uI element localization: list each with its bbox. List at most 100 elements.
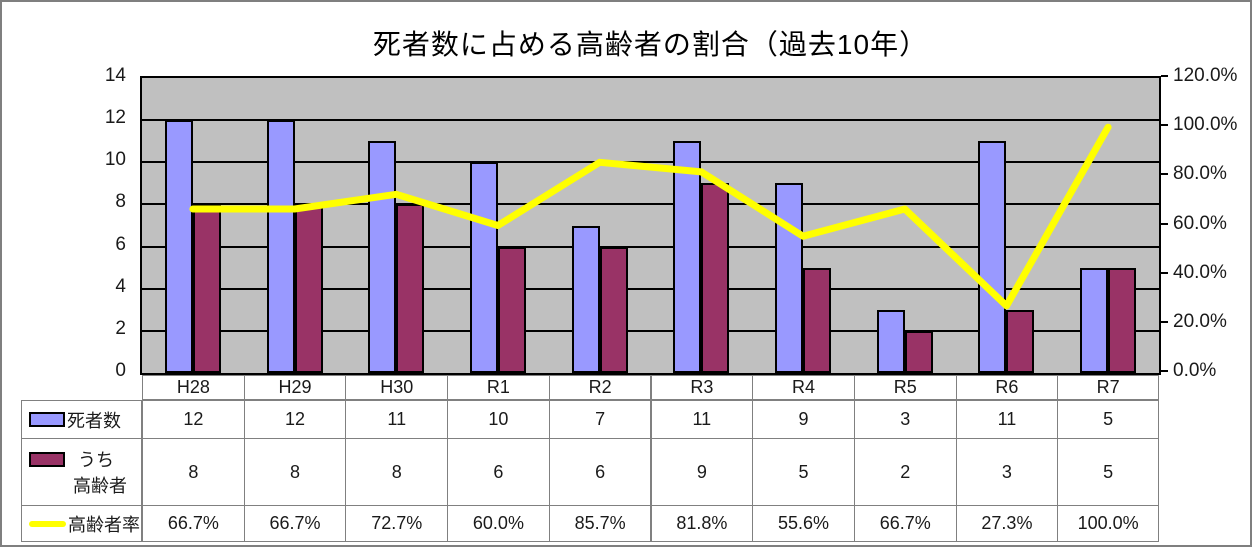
right-axis-tick-mark <box>1161 222 1168 225</box>
table-cell: 5 <box>1057 438 1159 506</box>
left-axis-tick-label: 2 <box>115 317 126 339</box>
category-label: R1 <box>447 375 550 400</box>
bar-elderly <box>294 204 323 373</box>
bar-deaths <box>266 120 295 373</box>
table-cell: 2 <box>853 438 957 506</box>
table-row-label: 死者数 <box>21 400 142 439</box>
bar-deaths <box>368 141 397 373</box>
table-cell: 85.7% <box>548 505 652 542</box>
left-axis-tick-label: 14 <box>104 65 126 86</box>
category-label: R5 <box>853 375 957 400</box>
right-axis-tick-label: 80.0% <box>1173 163 1227 185</box>
table-cell: 66.7% <box>853 505 957 542</box>
category-label: H28 <box>142 375 245 400</box>
bar-deaths <box>775 183 804 373</box>
bar-deaths <box>978 141 1007 373</box>
table-row-label-text: 高齢者 <box>73 476 127 496</box>
left-axis-tick-label: 8 <box>115 191 126 213</box>
category-label: H30 <box>345 375 449 400</box>
legend-key-line: 死者数 <box>29 407 121 433</box>
category-label: R2 <box>548 375 652 400</box>
bar-elderly <box>701 183 730 373</box>
category-label: H29 <box>243 375 347 400</box>
bar-deaths <box>164 120 193 373</box>
bar-elderly <box>1108 267 1137 373</box>
table-row-label-text: 高齢者率 <box>68 514 140 535</box>
table-cell: 100.0% <box>1057 505 1159 542</box>
table-cell: 5 <box>752 438 855 506</box>
table-cell: 27.3% <box>955 505 1059 542</box>
table-cell: 6 <box>548 438 652 506</box>
bar-elderly <box>904 330 933 373</box>
right-axis-tick-label: 120.0% <box>1173 65 1238 86</box>
legend-key-line: うち <box>29 446 114 472</box>
category-label: R7 <box>1057 375 1159 400</box>
table-cell: 6 <box>447 438 550 506</box>
table-cell: 66.7% <box>142 505 245 542</box>
elderly-rate-line <box>189 123 1112 310</box>
category-label: R3 <box>650 375 754 400</box>
bar-elderly <box>497 246 526 373</box>
right-axis-tick-mark <box>1161 124 1168 127</box>
table-cell: 66.7% <box>243 505 347 542</box>
legend-swatch-elderly <box>29 451 65 467</box>
bar-deaths <box>571 225 600 373</box>
bar-deaths <box>876 309 905 373</box>
gridline <box>142 329 1159 332</box>
table-cell: 9 <box>650 438 754 506</box>
gridline <box>142 161 1159 164</box>
legend-key-line: 高齢者率 <box>29 511 140 537</box>
right-axis-tick-mark <box>1161 320 1168 323</box>
table-cell: 11 <box>345 400 449 439</box>
bar-deaths <box>469 162 498 373</box>
category-label: R6 <box>955 375 1059 400</box>
category-label: R4 <box>752 375 855 400</box>
left-axis-tick-label: 0 <box>115 360 126 381</box>
table-cell: 10 <box>447 400 550 439</box>
right-axis-tick-label: 40.0% <box>1173 261 1227 283</box>
plot-area <box>140 76 1161 375</box>
table-cell: 72.7% <box>345 505 449 542</box>
table-cell: 7 <box>548 400 652 439</box>
chart-title: 死者数に占める高齢者の割合（過去10年） <box>372 29 929 60</box>
bar-elderly <box>599 246 628 373</box>
right-axis-tick-label: 100.0% <box>1173 114 1238 136</box>
legend-swatch-deaths <box>29 412 65 427</box>
table-cell: 8 <box>142 438 245 506</box>
bar-elderly <box>803 267 832 373</box>
bar-deaths <box>1080 267 1109 373</box>
table-row-label: 高齢者率 <box>21 505 142 542</box>
bar-elderly <box>1006 309 1035 373</box>
right-axis-tick-label: 20.0% <box>1173 310 1227 332</box>
table-cell: 9 <box>752 400 855 439</box>
table-row-label-text: 死者数 <box>67 410 121 431</box>
table-cell: 8 <box>345 438 449 506</box>
table-cell: 5 <box>1057 400 1159 439</box>
legend-swatch-rate <box>29 520 66 527</box>
gridline <box>142 119 1159 122</box>
table-cell: 8 <box>243 438 347 506</box>
right-axis-tick-label: 0.0% <box>1173 360 1217 381</box>
right-axis-tick-mark <box>1161 75 1168 77</box>
left-axis-tick-label: 4 <box>115 275 126 297</box>
table-row-label-text: うち <box>78 450 114 470</box>
right-axis-tick-mark <box>1161 370 1168 372</box>
table-cell: 12 <box>243 400 347 439</box>
right-axis-tick-mark <box>1161 271 1168 274</box>
table-cell: 11 <box>650 400 754 439</box>
right-axis-tick-mark <box>1161 173 1168 176</box>
left-axis-tick-label: 6 <box>115 233 126 255</box>
table-cell: 55.6% <box>752 505 855 542</box>
left-axis-tick-label: 12 <box>104 107 126 129</box>
bar-elderly <box>192 204 221 373</box>
table-cell: 3 <box>955 438 1059 506</box>
bar-deaths <box>673 141 702 373</box>
table-row-label: うち高齢者 <box>21 438 142 506</box>
table-cell: 3 <box>853 400 957 439</box>
table-cell: 81.8% <box>650 505 754 542</box>
right-axis-tick-label: 60.0% <box>1173 212 1227 234</box>
table-cell: 12 <box>142 400 245 439</box>
bar-elderly <box>396 204 425 373</box>
table-cell: 60.0% <box>447 505 550 542</box>
